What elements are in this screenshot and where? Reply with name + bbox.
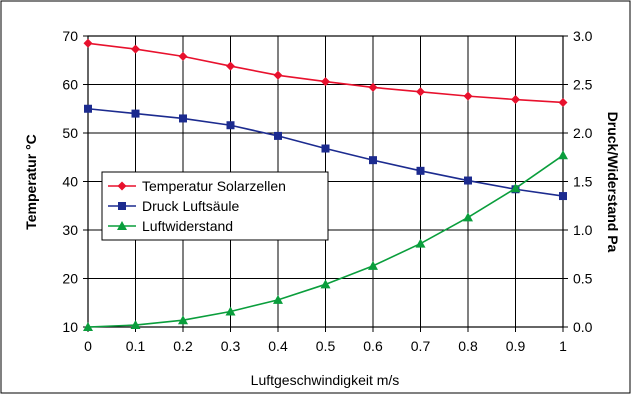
- data-point: [83, 38, 93, 48]
- data-point: [130, 320, 141, 330]
- legend-label: Temperatur Solarzellen: [142, 178, 286, 194]
- y-left-tick-label: 50: [62, 125, 78, 141]
- legend-label: Druck Luftsäule: [142, 198, 239, 214]
- y-left-tick-label: 30: [62, 222, 78, 238]
- data-point: [368, 260, 378, 270]
- data-point: [273, 70, 283, 80]
- legend-marker: [118, 202, 126, 210]
- data-point: [416, 166, 425, 175]
- data-point: [131, 44, 140, 54]
- legend-marker: [117, 181, 127, 191]
- data-point: [274, 131, 282, 140]
- data-point: [321, 77, 330, 87]
- y-right-tick-label: 1.5: [573, 174, 593, 190]
- x-axis-title: Luftgeschwindigkeit m/s: [251, 372, 400, 388]
- axes: [83, 35, 568, 332]
- data-point: [415, 238, 426, 248]
- x-tick-label: 0.3: [221, 338, 241, 354]
- data-point: [368, 82, 378, 92]
- x-tick-label: 0.6: [363, 338, 383, 354]
- y-left-tick-label: 20: [62, 271, 78, 287]
- x-tick-label: 0.8: [458, 338, 478, 354]
- data-point: [510, 183, 521, 193]
- right-axis-title: Druck/Widerstand Pa: [605, 112, 621, 253]
- data-point: [83, 322, 93, 331]
- y-left-tick-label: 70: [62, 28, 78, 44]
- x-tick-label: 1: [559, 338, 567, 354]
- y-right-tick-label: 2.0: [573, 125, 593, 141]
- y-right-tick-label: 0.5: [573, 271, 593, 287]
- data-point: [273, 294, 283, 304]
- data-point: [320, 279, 331, 289]
- data-point: [225, 306, 236, 316]
- tick-labels: 0 0.1 0.2 0.3 0.4 0.5 0.6 0.7 0.8 0.9 1 10 20 30 40 50 6…: [62, 28, 592, 354]
- legend-marker: [117, 221, 127, 230]
- x-tick-label: 0.5: [316, 338, 336, 354]
- legend: Temperatur Solarzellen Druck Luftsäule Luf…: [101, 171, 329, 241]
- data-point: [558, 150, 568, 160]
- data-point: [558, 97, 568, 107]
- data-point: [178, 315, 188, 325]
- x-tick-label: 0.4: [268, 338, 288, 354]
- x-tick-label: 0.9: [506, 338, 526, 354]
- y-left-tick-label: 40: [62, 174, 78, 190]
- data-point: [463, 212, 473, 222]
- data-point: [321, 144, 330, 153]
- x-tick-label: 0: [84, 338, 92, 354]
- data-point: [179, 114, 187, 123]
- data-point: [226, 121, 235, 130]
- left-axis-title: Temperatur °C: [23, 134, 39, 230]
- y-right-tick-label: 3.0: [573, 28, 593, 44]
- legend-box: [101, 171, 329, 241]
- data-point: [559, 192, 567, 201]
- x-tick-label: 0.7: [411, 338, 431, 354]
- series-3: [83, 150, 568, 331]
- data-point: [511, 95, 520, 105]
- data-point: [131, 109, 140, 118]
- y-right-tick-label: 1.0: [573, 222, 593, 238]
- data-point: [226, 61, 235, 71]
- legend-label: Luftwiderstand: [142, 218, 233, 234]
- data-point: [463, 91, 473, 101]
- y-right-tick-label: 0.0: [573, 319, 593, 335]
- data-point: [464, 176, 472, 185]
- x-tick-label: 0.2: [173, 338, 193, 354]
- y-left-tick-label: 10: [62, 319, 78, 335]
- y-left-tick-label: 60: [62, 77, 78, 93]
- data-point: [369, 156, 377, 165]
- series-lines: [83, 38, 568, 331]
- y-right-tick-label: 2.5: [573, 77, 593, 93]
- x-tick-label: 0.1: [126, 338, 146, 354]
- data-point: [84, 104, 92, 113]
- data-point: [178, 51, 188, 61]
- series-1: [83, 38, 568, 107]
- data-point: [416, 87, 425, 97]
